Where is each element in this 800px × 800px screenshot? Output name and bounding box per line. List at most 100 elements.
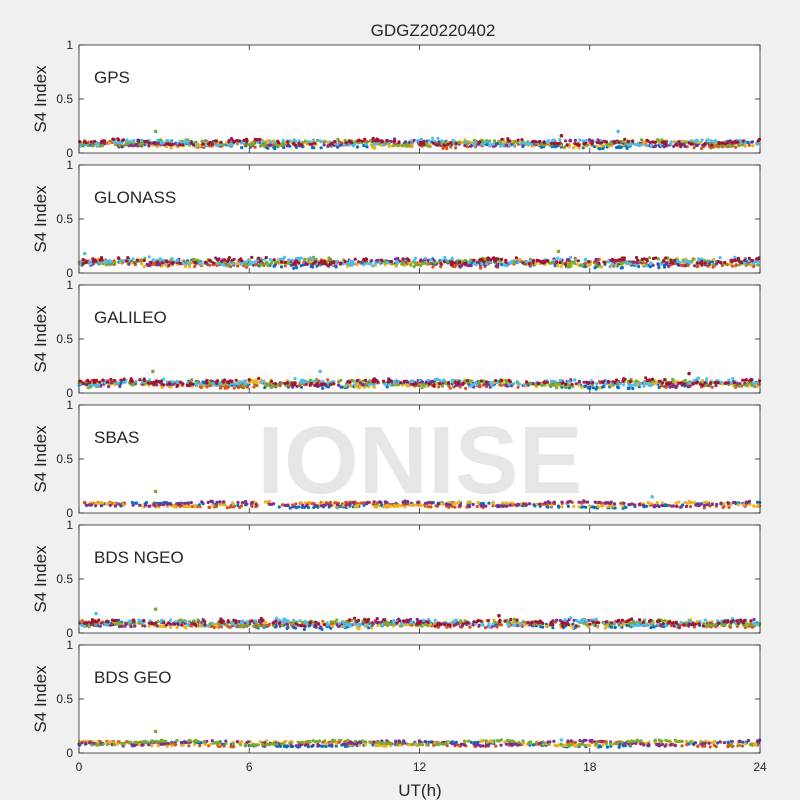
data-point [672,140,676,144]
data-point [570,382,574,387]
data-point [712,257,716,262]
data-point [401,261,405,265]
data-point [187,501,191,505]
data-point [471,502,475,507]
data-point [246,385,250,389]
data-point [109,381,113,385]
data-point [120,624,124,629]
data-point [669,140,673,144]
data-point [235,142,239,146]
y-tick-label: 0.5 [56,212,73,226]
data-point [623,137,627,141]
data-point [199,385,203,390]
data-point [432,141,436,145]
data-point [699,146,704,151]
y-axis-label: S4 Index [31,305,50,373]
data-point [631,386,635,391]
data-point [475,383,479,387]
data-point [563,385,567,389]
data-point [183,501,187,505]
data-point [116,137,120,141]
data-point [364,382,368,386]
data-point [491,504,495,508]
data-point [315,504,319,508]
data-point [202,384,206,388]
data-point [447,381,451,385]
data-point [747,143,751,147]
data-point [236,500,240,505]
data-point [504,378,508,382]
data-point [122,377,126,381]
data-point [751,144,755,148]
data-point [508,503,512,507]
panel-label: GPS [94,68,130,87]
data-point [267,382,271,386]
spike-point [153,489,158,494]
data-point [461,381,465,386]
data-point [703,381,707,385]
data-point [100,139,104,143]
data-point [744,378,749,382]
panel-label: GLONASS [94,188,176,207]
data-point [691,381,695,385]
data-point [229,137,234,141]
data-point [545,380,550,384]
data-point [322,260,326,264]
data-point [153,504,157,508]
axes-background [79,165,760,273]
data-point [717,141,721,145]
data-point [106,260,110,264]
data-point [566,504,571,508]
data-point [405,384,410,388]
data-point [524,380,529,384]
data-point [330,141,334,145]
data-point [166,139,170,143]
data-point [597,500,602,504]
data-point [203,139,207,143]
data-point [480,258,484,262]
data-point [473,143,477,147]
data-point [431,136,435,140]
data-point [546,139,551,143]
data-point [564,139,568,143]
data-point [556,142,560,146]
data-point [176,379,180,384]
data-point [700,138,704,142]
data-point [336,137,340,141]
data-point [484,504,488,508]
data-point [577,383,581,387]
data-point [362,263,366,267]
data-point [297,141,301,145]
data-point [215,500,219,504]
data-point [466,500,470,504]
data-point [226,264,230,268]
data-point [555,386,559,390]
data-point [620,258,624,262]
data-point [98,624,102,628]
data-point [227,140,231,144]
data-point [705,503,709,507]
data-point [286,143,290,147]
data-point [399,504,403,508]
data-point [449,262,453,266]
data-point [648,501,652,506]
data-point [626,139,630,143]
data-point [336,145,340,149]
data-point [674,501,678,505]
data-point [467,260,471,264]
data-point [568,138,572,142]
data-point [604,382,608,386]
data-point [544,624,549,629]
data-point [472,138,477,142]
data-point [540,383,544,387]
data-point [636,142,640,146]
data-point [734,145,738,149]
data-point [594,262,598,267]
data-point [264,620,268,624]
data-point [311,257,315,261]
data-point [617,140,621,144]
spike-point [318,369,323,374]
data-point [737,144,741,148]
data-point [269,140,273,144]
